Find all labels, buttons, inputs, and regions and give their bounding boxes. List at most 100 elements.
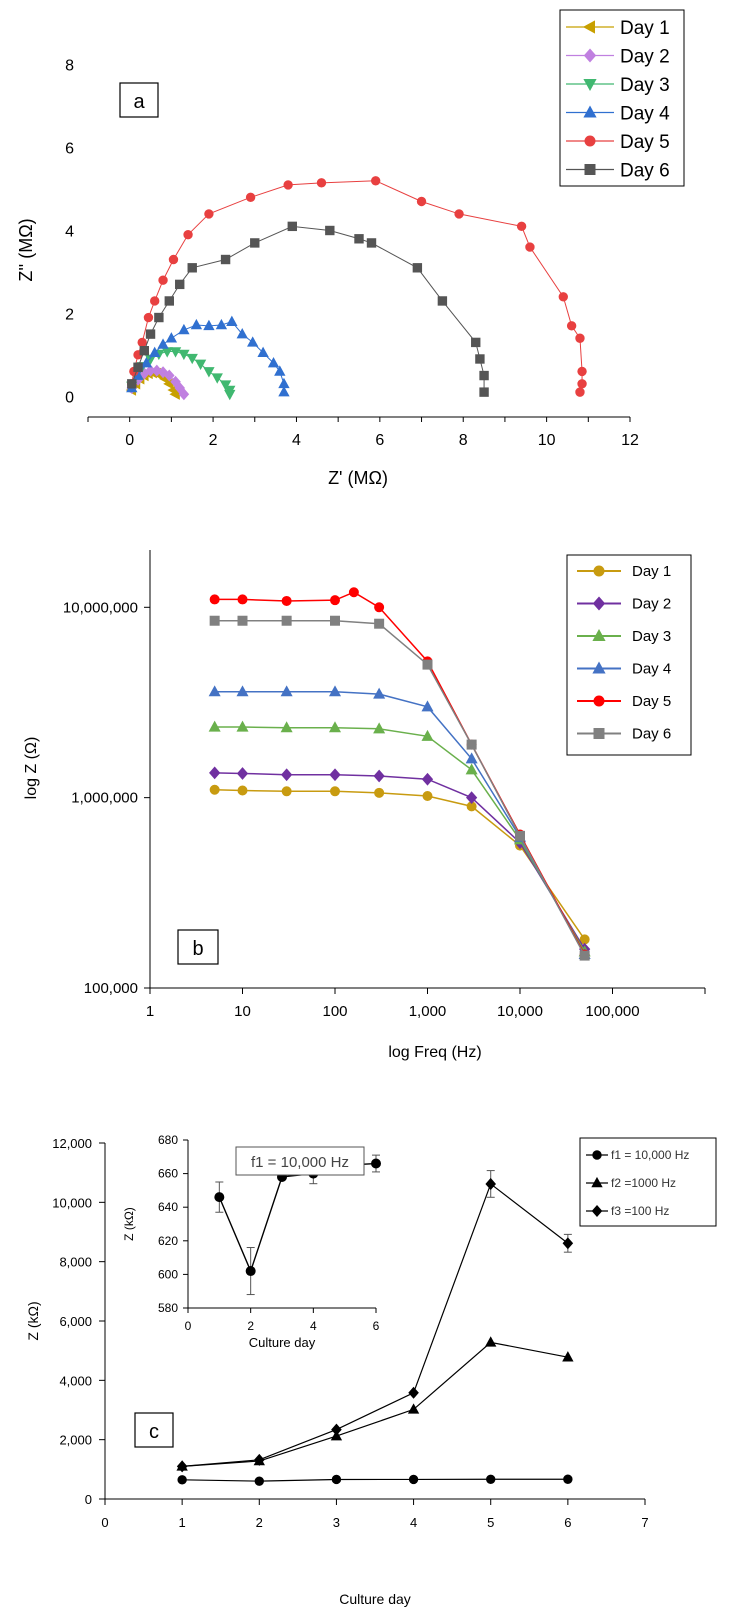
panel-b-x-tick-label: 10 (234, 1003, 251, 1020)
panel-b-bode-chart: 1 10 100 1,000 10,000 100,000 100,000 1,000,00… (23, 550, 706, 1061)
panel-b-legend-marker (593, 728, 605, 739)
panel-a-data-point (283, 180, 293, 190)
panel-b-data-point (281, 595, 292, 606)
panel-a-data-point (575, 387, 585, 397)
panel-c-legend-label: f2 =1000 Hz (611, 1176, 676, 1190)
inset-x-tick-label: 6 (373, 1319, 380, 1333)
panel-a-legend-marker (583, 105, 597, 118)
panel-a-legend: Day 1 Day 2 Day 3 Day 4 Day 5 Day 6 (559, 9, 685, 187)
panel-a-data-point (575, 333, 585, 343)
panel-b-data-point (236, 685, 249, 697)
inset-ylabel: Z (kΩ) (122, 1207, 136, 1241)
panel-c-data-point (485, 1177, 497, 1190)
panel-b-data-point (421, 729, 434, 741)
panel-c-inset-chart: 0 2 4 6 580 600 620 640 660 680 f1 = 10,000 Hz C… (122, 1133, 381, 1350)
panel-a-data-point (236, 328, 248, 339)
panel-c-data-point (485, 1336, 497, 1347)
panel-a-data-point (366, 238, 377, 248)
panel-c-x-tick-label: 5 (487, 1515, 494, 1530)
panel-a-y-tick-label: 8 (65, 58, 74, 75)
panel-c-data-point (177, 1475, 187, 1485)
panel-b-data-point (209, 594, 220, 605)
panel-a-data-point (150, 296, 160, 306)
panel-c-xlabel: Culture day (339, 1591, 411, 1607)
panel-a-y-tick-label: 0 (65, 389, 74, 406)
panel-c-y-tick-label: 12,000 (52, 1136, 92, 1151)
panel-b-data-point (515, 830, 525, 841)
panel-c-y-tick-label: 4,000 (59, 1373, 92, 1388)
panel-b-data-point (208, 720, 221, 732)
panel-a-data-point (257, 346, 269, 358)
panel-b-series-line (214, 772, 586, 950)
panel-b-legend-label: Day 3 (632, 628, 671, 645)
panel-c-legend-marker (591, 1176, 603, 1188)
panel-a-data-point (267, 357, 280, 368)
panel-c-legend-label: f1 = 10,000 Hz (611, 1148, 689, 1162)
panel-a-data-point (577, 366, 587, 377)
panel-a-data-point (566, 321, 577, 331)
panel-b-data-point (465, 752, 478, 764)
panel-a-data-point (577, 379, 587, 389)
panel-b-data-point (280, 685, 293, 697)
panel-c-x-tick-label: 0 (101, 1515, 108, 1530)
panel-b-legend-marker (592, 628, 606, 641)
panel-a-data-point (204, 209, 214, 219)
panel-a-data-point (454, 209, 464, 219)
panel-a-legend-marker (583, 79, 597, 92)
panel-b-series-line (214, 726, 586, 953)
panel-b-y-tick-label: 1,000,000 (71, 790, 138, 807)
panel-a-data-point (140, 357, 153, 368)
panel-a-series-day-6 (127, 221, 489, 397)
panel-a-data-point (325, 225, 335, 236)
panel-c-data-point (562, 1351, 574, 1362)
panel-b-data-point (209, 766, 221, 780)
panel-b-legend-label: Day 1 (632, 563, 671, 580)
panel-a-legend-marker (582, 20, 595, 34)
panel-a-data-point (250, 238, 260, 248)
inset-data-point (371, 1158, 381, 1169)
panel-b-data-point (236, 767, 249, 780)
panel-b-series-day-3 (208, 720, 591, 957)
panel-c-x-tick-label: 1 (179, 1515, 186, 1530)
panel-a-data-point (168, 254, 179, 265)
panel-a-data-point (224, 389, 236, 401)
panel-b-data-point (328, 685, 342, 697)
panel-b-data-point (374, 602, 385, 613)
inset-x-tick-label: 4 (310, 1319, 317, 1333)
panel-a-legend-marker (583, 48, 597, 63)
panel-a-data-point (416, 196, 427, 207)
panel-a-data-point (247, 336, 259, 347)
panel-a-legend-label: Day 1 (620, 18, 670, 39)
panel-a-data-point (186, 353, 198, 365)
panel-b-series-day-6 (209, 615, 590, 961)
inset-data-point (245, 1266, 256, 1277)
panel-b-label-box (177, 929, 219, 965)
panel-c-series-line (182, 1478, 568, 1482)
panel-c-culture-day-chart: 0 1 2 3 4 5 6 7 0 2,000 4,000 6,000 8,000 10,000 12,0… (25, 1133, 717, 1607)
inset-x-tick-label: 2 (247, 1319, 254, 1333)
panel-b-series-line (214, 619, 586, 956)
panel-c-ylabel: Z (kΩ) (25, 1301, 41, 1340)
panel-c-data-point (408, 1474, 419, 1485)
panel-a-data-point (525, 242, 535, 252)
panel-b-data-point (421, 700, 434, 712)
panel-b-x-tick-label: 1,000 (409, 1003, 447, 1020)
panel-a-data-point (437, 296, 448, 306)
panel-b-series-day-5 (209, 587, 590, 960)
panel-c-series-f1-10-000-hz (177, 1474, 573, 1486)
panel-a-x-tick-label: 4 (292, 432, 301, 449)
inset-title: f1 = 10,000 Hz (251, 1154, 349, 1171)
panel-b-x-tick-label: 10,000 (497, 1003, 543, 1020)
panel-a-data-point (137, 337, 147, 348)
panel-c-legend-marker (592, 1150, 602, 1160)
panel-c-series-group (176, 1170, 574, 1486)
panel-a-data-point (178, 349, 190, 361)
panel-a-data-point (145, 329, 156, 339)
panel-b-x-tick-label: 100,000 (585, 1003, 639, 1020)
inset-title-box (235, 1146, 365, 1176)
panel-b-legend-label: Day 5 (632, 693, 671, 710)
panel-b-data-point (465, 763, 478, 775)
panel-b-data-point (373, 769, 385, 783)
panel-b-legend-marker (592, 661, 606, 674)
